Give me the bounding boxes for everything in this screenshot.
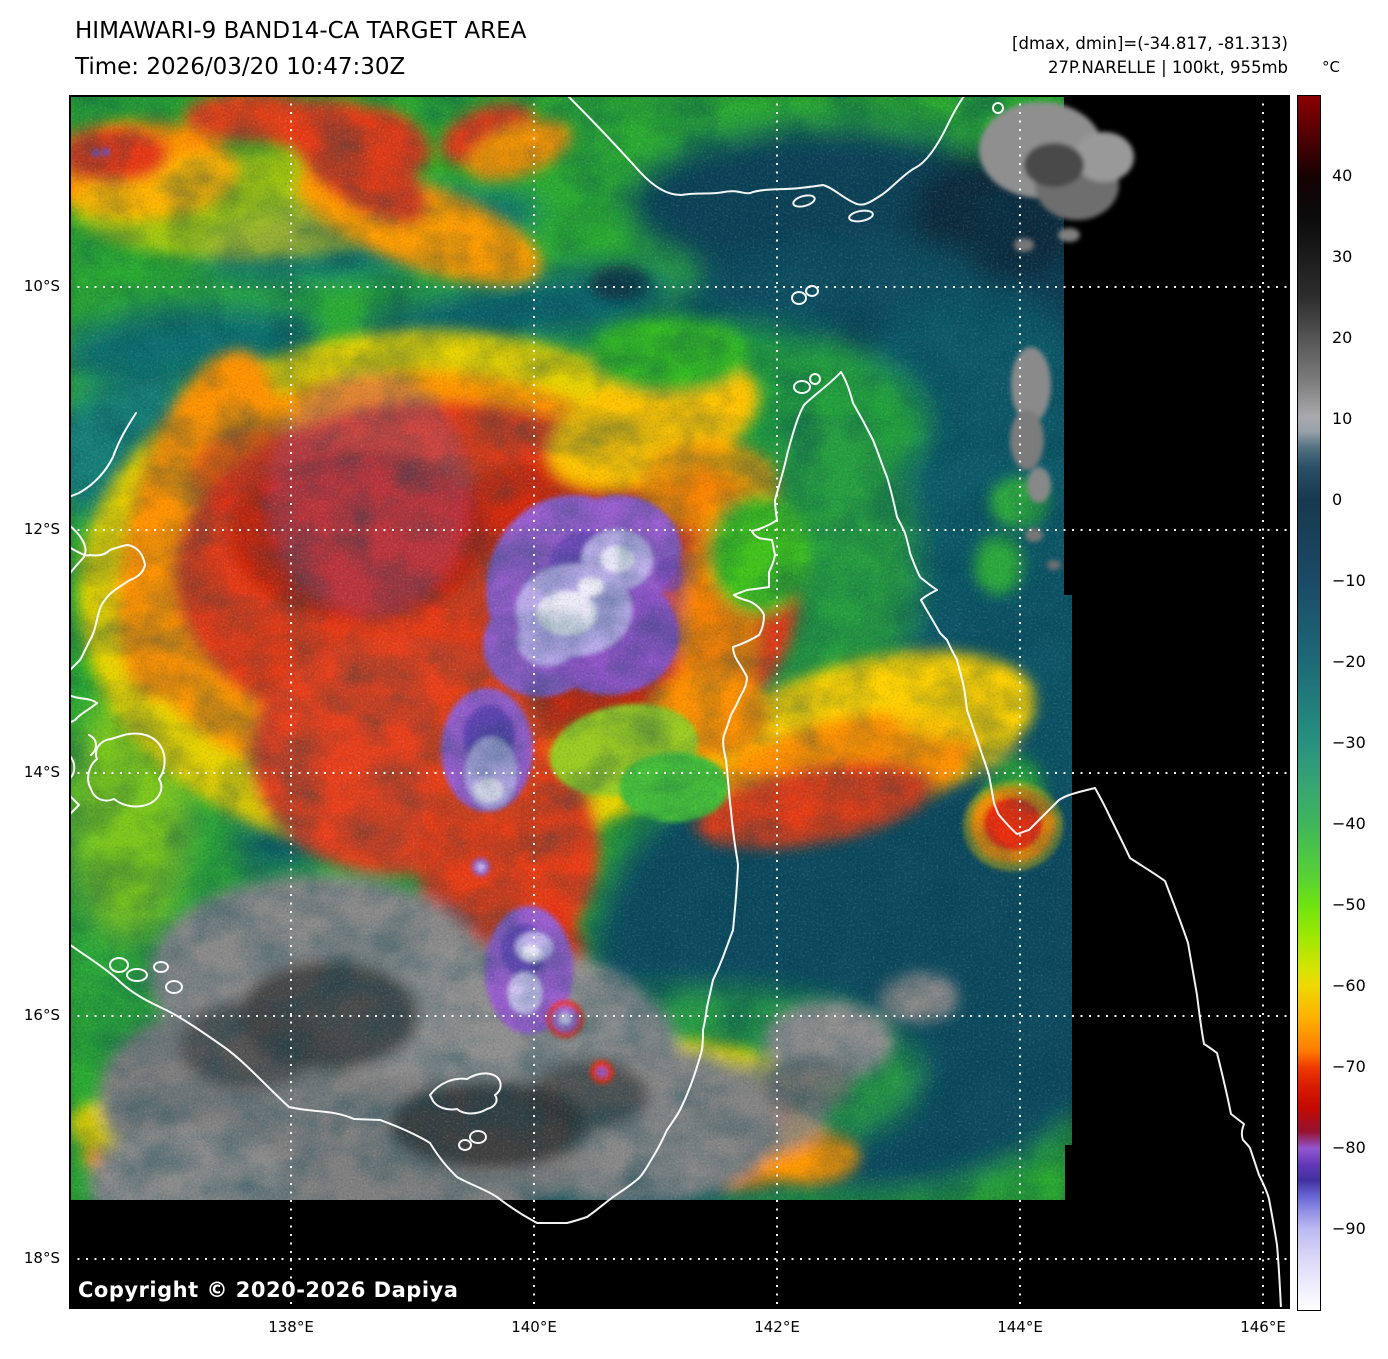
colorbar-tick: −70: [1332, 1057, 1366, 1076]
island-pellew-3: [153, 961, 169, 973]
coastline-arnhem-2: [69, 524, 87, 576]
no-data-zone-clouds: [979, 102, 1134, 570]
island-torres-4: [805, 285, 819, 297]
island-torres-5: [793, 380, 811, 394]
island-bentinck: [469, 1130, 487, 1144]
island-pellew-4: [165, 980, 183, 994]
colorbar-tick: −30: [1332, 733, 1366, 752]
island-daru: [992, 102, 1004, 114]
lat-label-16S: 16°S: [23, 1006, 60, 1024]
colorbar-tick: 30: [1332, 247, 1353, 266]
colorbar: [1297, 95, 1321, 1311]
colorbar-tick: −90: [1332, 1219, 1366, 1238]
island-groote-eylandt: [87, 732, 166, 808]
island-sweers: [458, 1139, 472, 1151]
coastlines: [69, 95, 1282, 1309]
colorbar-tick: 40: [1332, 166, 1353, 185]
island-mornington: [429, 1072, 502, 1115]
island-pellew-2: [126, 968, 148, 982]
lon-label-146E: 146°E: [1240, 1318, 1286, 1336]
copyright-label: Copyright © 2020-2026 Dapiya: [78, 1278, 459, 1302]
plot-time: Time: 2026/03/20 10:47:30Z: [75, 54, 406, 80]
lat-label-18S: 18°S: [23, 1249, 60, 1267]
colorbar-tick: −40: [1332, 814, 1366, 833]
island-pellew-1: [109, 957, 129, 973]
island-torres-6: [809, 373, 821, 385]
coastline-arnhem-4: [69, 694, 98, 724]
coastline-new-guinea: [566, 95, 966, 206]
satellite-map: [69, 95, 1290, 1309]
coastline-arnhem-5: [88, 734, 97, 756]
coastline-arnhem-3: [69, 544, 146, 672]
gridlines: [69, 95, 1290, 1309]
colorbar-tick: 10: [1332, 409, 1353, 428]
colorbar-tick: −50: [1332, 895, 1366, 914]
plot-title: HIMAWARI-9 BAND14-CA TARGET AREA: [75, 18, 527, 44]
cloud-texture: [69, 95, 1072, 1200]
colorbar-unit-label: °C: [1322, 58, 1340, 76]
storm-line: 27P.NARELLE | 100kt, 955mb: [1047, 58, 1288, 77]
plot-frame: [69, 95, 1290, 1309]
coastline-limmen-2: [69, 794, 80, 816]
lon-label-142E: 142°E: [754, 1318, 800, 1336]
colorbar-tick: −60: [1332, 976, 1366, 995]
lon-label-140E: 140°E: [511, 1318, 557, 1336]
lat-label-14S: 14°S: [23, 763, 60, 781]
colorbar-tick: 20: [1332, 328, 1353, 347]
island-torres-2: [848, 209, 874, 223]
lon-label-144E: 144°E: [997, 1318, 1043, 1336]
lat-label-10S: 10°S: [23, 277, 60, 295]
colorbar-tick: 0: [1332, 490, 1343, 509]
island-torres-1: [792, 194, 816, 208]
island-torres-3: [791, 291, 807, 305]
colorbar-tick: −10: [1332, 571, 1366, 590]
colorbar-tick: −80: [1332, 1138, 1366, 1157]
dmax-dmin-line: [dmax, dmin]=(-34.817, -81.313): [1012, 34, 1288, 53]
coastline-cape-york: [69, 371, 1282, 1309]
lon-label-138E: 138°E: [268, 1318, 314, 1336]
lat-label-12S: 12°S: [23, 520, 60, 538]
storm-info: [dmax, dmin]=(-34.817, -81.313) 27P.NARE…: [1012, 32, 1288, 80]
coastline-arnhem-1: [69, 412, 137, 498]
colorbar-tick: −20: [1332, 652, 1366, 671]
